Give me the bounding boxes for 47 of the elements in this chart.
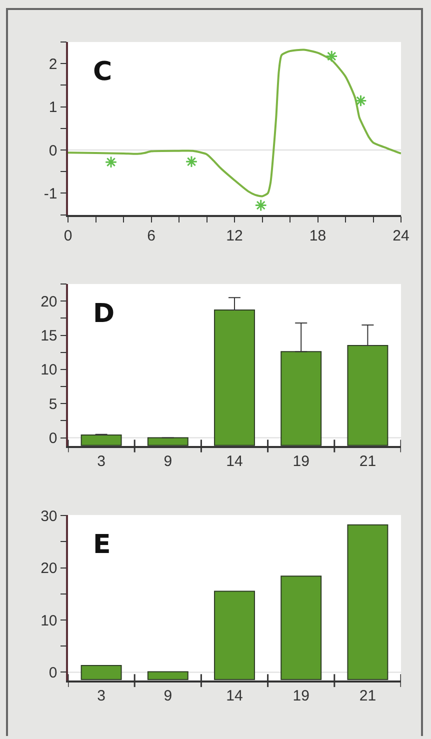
- y-tick-label: 0: [48, 430, 58, 448]
- point: [354, 94, 367, 107]
- annotation: D: [93, 299, 115, 329]
- y-tick-label: 2: [48, 56, 58, 73]
- x-tick-label: 12: [226, 228, 243, 245]
- y-tick-label: 30: [40, 508, 58, 525]
- x-tick-label: 9: [164, 452, 172, 470]
- x-tick-label: 21: [359, 452, 376, 470]
- line-series: [68, 48, 401, 198]
- y-tick-label: 0: [48, 664, 58, 682]
- bar: [80, 434, 122, 446]
- y-tick-label: 0: [48, 142, 58, 160]
- x-tick-label: 6: [147, 228, 156, 245]
- y-tick-label: 10: [40, 612, 58, 630]
- x-tick-label: 9: [164, 687, 172, 704]
- point: [325, 50, 338, 62]
- y-tick-label: -1: [44, 185, 58, 202]
- x-tick-label: 3: [97, 687, 106, 704]
- bar: [214, 309, 255, 446]
- x-tick-label: 14: [226, 687, 243, 704]
- bar: [147, 671, 188, 680]
- x-tick-label: 24: [392, 228, 410, 245]
- annotation: E: [93, 530, 111, 560]
- bar: [347, 345, 388, 446]
- bar: [147, 437, 188, 446]
- bar: [280, 576, 322, 680]
- bar: [214, 590, 255, 680]
- bar: [347, 524, 388, 680]
- y-tick-label: 15: [40, 328, 58, 345]
- x-tick-label: 18: [309, 228, 326, 245]
- y-tick-label: 20: [40, 560, 58, 578]
- point: [254, 199, 268, 212]
- bar: [80, 664, 122, 680]
- y-tick-label: 5: [48, 396, 58, 413]
- x-tick-label: 14: [226, 452, 243, 470]
- point: [104, 156, 118, 168]
- annotation: C: [93, 57, 112, 87]
- point: [185, 156, 198, 168]
- y-tick-label: 1: [48, 99, 58, 116]
- x-tick-label: 19: [292, 687, 310, 704]
- y-tick-label: 20: [40, 293, 58, 310]
- bar: [280, 351, 322, 446]
- x-tick-label: 19: [292, 452, 310, 470]
- x-tick-label: 0: [64, 228, 72, 245]
- y-tick-label: 10: [40, 362, 58, 379]
- x-tick-label: 21: [359, 687, 376, 704]
- x-tick-label: 3: [97, 452, 106, 470]
